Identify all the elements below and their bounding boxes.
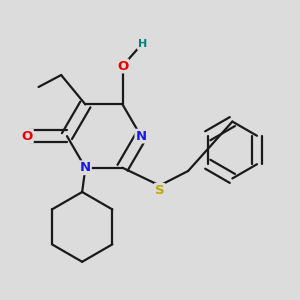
Text: N: N: [80, 161, 91, 174]
Text: N: N: [135, 130, 146, 142]
Text: H: H: [138, 39, 147, 49]
Text: O: O: [117, 59, 128, 73]
Text: S: S: [155, 184, 164, 197]
Text: O: O: [22, 130, 33, 142]
